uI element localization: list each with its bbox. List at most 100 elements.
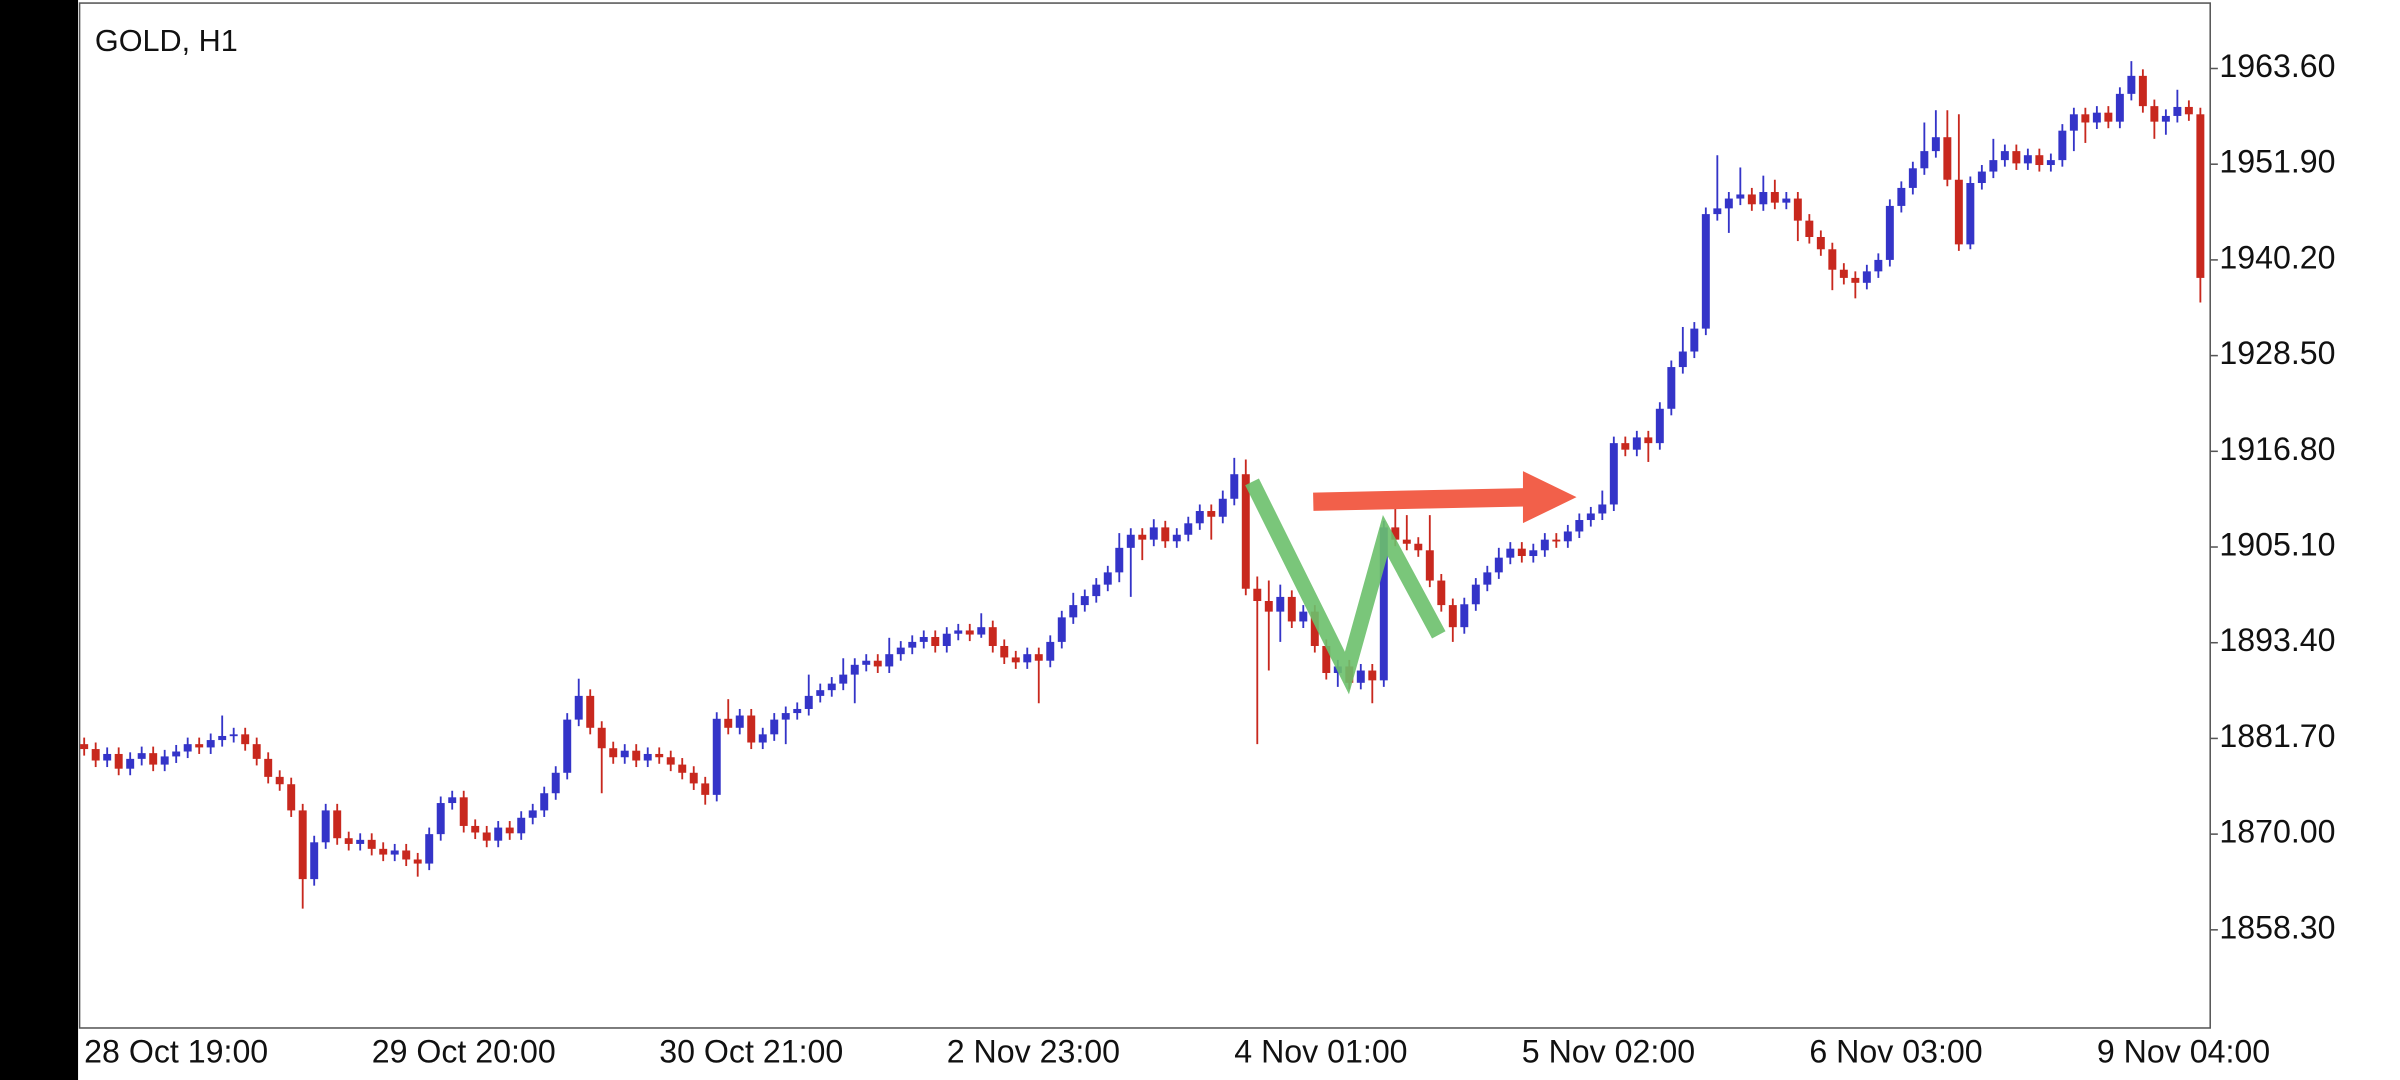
candle-body xyxy=(2035,155,2044,166)
y-tick-label: 1916.80 xyxy=(2219,431,2335,467)
candle-body xyxy=(183,744,192,752)
candle-body xyxy=(1540,539,1549,551)
candle-body xyxy=(1253,588,1262,602)
candle-body xyxy=(1161,527,1170,542)
candle-body xyxy=(1966,183,1975,245)
candle-body xyxy=(1931,137,1940,152)
candle-body xyxy=(1172,534,1181,542)
candle-body xyxy=(1184,523,1193,535)
candle-body xyxy=(804,695,813,709)
candle-body xyxy=(1092,584,1101,597)
candle-body xyxy=(1816,237,1825,250)
candle-body xyxy=(436,803,445,835)
candle-body xyxy=(827,683,836,691)
candle-body xyxy=(655,753,664,758)
candle-body xyxy=(528,810,537,818)
candle-body xyxy=(1552,539,1561,542)
y-tick-label: 1881.70 xyxy=(2219,718,2335,754)
candle-body xyxy=(2012,151,2021,164)
candle-body xyxy=(1437,580,1446,606)
candle-body xyxy=(1080,596,1089,606)
candle-body xyxy=(885,654,894,667)
candle-body xyxy=(1230,474,1239,499)
candle-body xyxy=(735,715,744,728)
candle-body xyxy=(988,627,997,646)
y-tick-label: 1893.40 xyxy=(2219,622,2335,658)
candle-body xyxy=(2058,130,2067,161)
candle-body xyxy=(2104,112,2113,122)
candle-body xyxy=(264,758,273,777)
y-tick-label: 1858.30 xyxy=(2219,909,2335,945)
x-tick-label: 4 Nov 01:00 xyxy=(1234,1033,1407,1069)
candle-body xyxy=(1609,443,1618,505)
candle-body xyxy=(91,749,100,761)
candle-body xyxy=(816,690,825,696)
x-tick-label: 5 Nov 02:00 xyxy=(1522,1033,1695,1069)
candle-body xyxy=(620,750,629,758)
x-tick-label: 2 Nov 23:00 xyxy=(947,1033,1120,1069)
candle-body xyxy=(2115,93,2124,122)
candle-body xyxy=(1701,214,1710,329)
candle-body xyxy=(333,810,342,839)
y-tick-label: 1940.20 xyxy=(2219,239,2335,275)
candle-body xyxy=(459,797,468,826)
candle-body xyxy=(114,753,123,769)
candle-body xyxy=(942,633,951,646)
candle-body xyxy=(1057,617,1066,642)
candle-body xyxy=(1471,584,1480,605)
candle-body xyxy=(1874,259,1883,272)
candle-body xyxy=(321,810,330,843)
candle-body xyxy=(1563,531,1572,542)
candle-body xyxy=(1391,527,1400,540)
candle-body xyxy=(252,744,261,759)
candle-body xyxy=(1310,611,1319,646)
candle-body xyxy=(1126,534,1135,548)
candle-body xyxy=(1011,657,1020,663)
candle-body xyxy=(1322,645,1331,673)
candle-body xyxy=(1713,208,1722,215)
candle-body xyxy=(1632,437,1641,450)
candle-body xyxy=(1023,654,1032,663)
candle-body xyxy=(1862,271,1871,283)
candle-body xyxy=(896,647,905,655)
x-tick-label: 30 Oct 21:00 xyxy=(659,1033,843,1069)
candle-body xyxy=(839,674,848,684)
candle-body xyxy=(1368,670,1377,681)
candle-body xyxy=(241,734,250,745)
candle-body xyxy=(747,715,756,743)
candle-body xyxy=(1793,198,1802,221)
candle-body xyxy=(1655,408,1664,444)
candle-body xyxy=(2184,106,2193,115)
y-tick-label: 1870.00 xyxy=(2219,814,2335,850)
candle-body xyxy=(1920,151,1929,169)
candle-body xyxy=(310,842,319,880)
candle-body xyxy=(149,753,158,765)
y-tick-label: 1951.90 xyxy=(2219,144,2335,180)
candle-body xyxy=(2092,112,2101,123)
candle-body xyxy=(298,810,307,880)
x-tick-label: 29 Oct 20:00 xyxy=(372,1033,556,1069)
candle-body xyxy=(1414,543,1423,551)
arrow-shaft xyxy=(1313,487,1531,511)
candle-body xyxy=(1736,194,1745,199)
candle-body xyxy=(1690,328,1699,352)
candle-body xyxy=(1977,171,1986,184)
candle-body xyxy=(1299,611,1308,622)
candle-body xyxy=(1506,548,1515,558)
candle-body xyxy=(1908,168,1917,188)
candle-body xyxy=(229,734,238,737)
candle-body xyxy=(356,839,365,844)
candle-body xyxy=(1724,198,1733,209)
candle-body xyxy=(793,708,802,714)
candle-body xyxy=(1103,572,1112,585)
candle-body xyxy=(1402,539,1411,544)
candle-body xyxy=(379,848,388,855)
candle-body xyxy=(1460,604,1469,628)
candle-body xyxy=(367,839,376,849)
annotations xyxy=(1245,471,1577,695)
candle-body xyxy=(1115,547,1124,573)
candle-body xyxy=(643,753,652,761)
candle-body xyxy=(1644,437,1653,444)
candle-body xyxy=(1195,511,1204,524)
